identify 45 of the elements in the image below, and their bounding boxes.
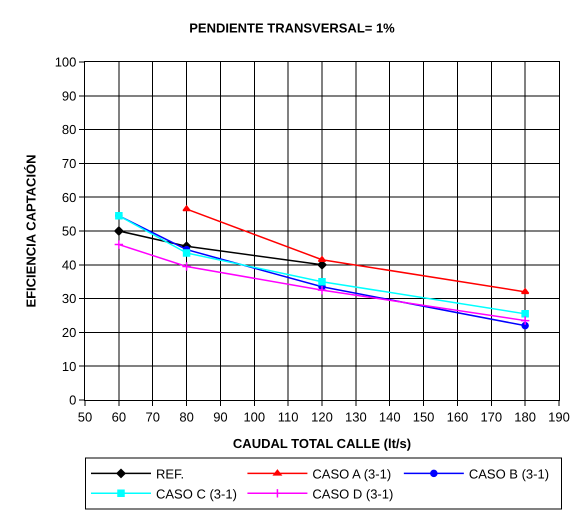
x-tick-label: 190 <box>548 410 570 425</box>
y-tick-label: 30 <box>62 291 76 306</box>
y-tick-label: 0 <box>69 392 76 408</box>
y-axis-title: EFICIENCIA CAPTACIÓN <box>24 154 39 308</box>
legend-label: REF. <box>156 466 184 482</box>
x-tick-label: 70 <box>145 410 160 425</box>
x-tick-label: 110 <box>278 410 299 425</box>
point <box>182 205 191 212</box>
y-tick-label: 20 <box>62 324 76 340</box>
y-tick-label: 90 <box>62 88 76 104</box>
y-tick-label: 10 <box>62 358 76 374</box>
x-tick-label: 170 <box>480 410 502 425</box>
x-tick-label: 50 <box>78 410 92 425</box>
point <box>520 288 530 294</box>
point <box>114 240 124 250</box>
y-tick-label: 60 <box>62 190 76 205</box>
point <box>521 310 529 318</box>
y-tick-label: 80 <box>62 122 76 138</box>
point <box>318 256 326 262</box>
y-tick-label: 70 <box>62 156 76 171</box>
point <box>520 316 530 326</box>
x-tick-label: 90 <box>213 410 228 425</box>
x-tick-label: 120 <box>311 410 333 425</box>
point <box>182 262 192 272</box>
point <box>114 226 124 236</box>
x-tick-label: 100 <box>243 410 266 425</box>
legend-label: CASO A (3-1) <box>312 466 392 482</box>
y-tick-label: 40 <box>62 257 76 272</box>
legend-label: CASO D (3-1) <box>312 486 394 502</box>
x-tick-label: 180 <box>514 410 536 425</box>
x-tick-label: 140 <box>378 410 401 425</box>
legend-label: CASO C (3-1) <box>156 486 237 502</box>
point <box>182 249 190 257</box>
x-tick-label: 160 <box>446 410 468 425</box>
x-axis-title: CAUDAL TOTAL CALLE (lt/s) <box>232 436 412 452</box>
legend-label: CASO B (3-1) <box>468 466 550 482</box>
x-tick-label: 130 <box>345 410 367 425</box>
point <box>317 285 327 296</box>
x-tick-label: 150 <box>412 410 434 425</box>
y-tick-label: 50 <box>62 224 76 239</box>
chart-title: PENDIENTE TRANSVERSAL= 1% <box>189 20 396 36</box>
x-tick-label: 80 <box>179 410 194 425</box>
y-tick-label: 100 <box>54 54 76 70</box>
point <box>318 278 326 286</box>
x-tick-label: 60 <box>112 410 126 425</box>
